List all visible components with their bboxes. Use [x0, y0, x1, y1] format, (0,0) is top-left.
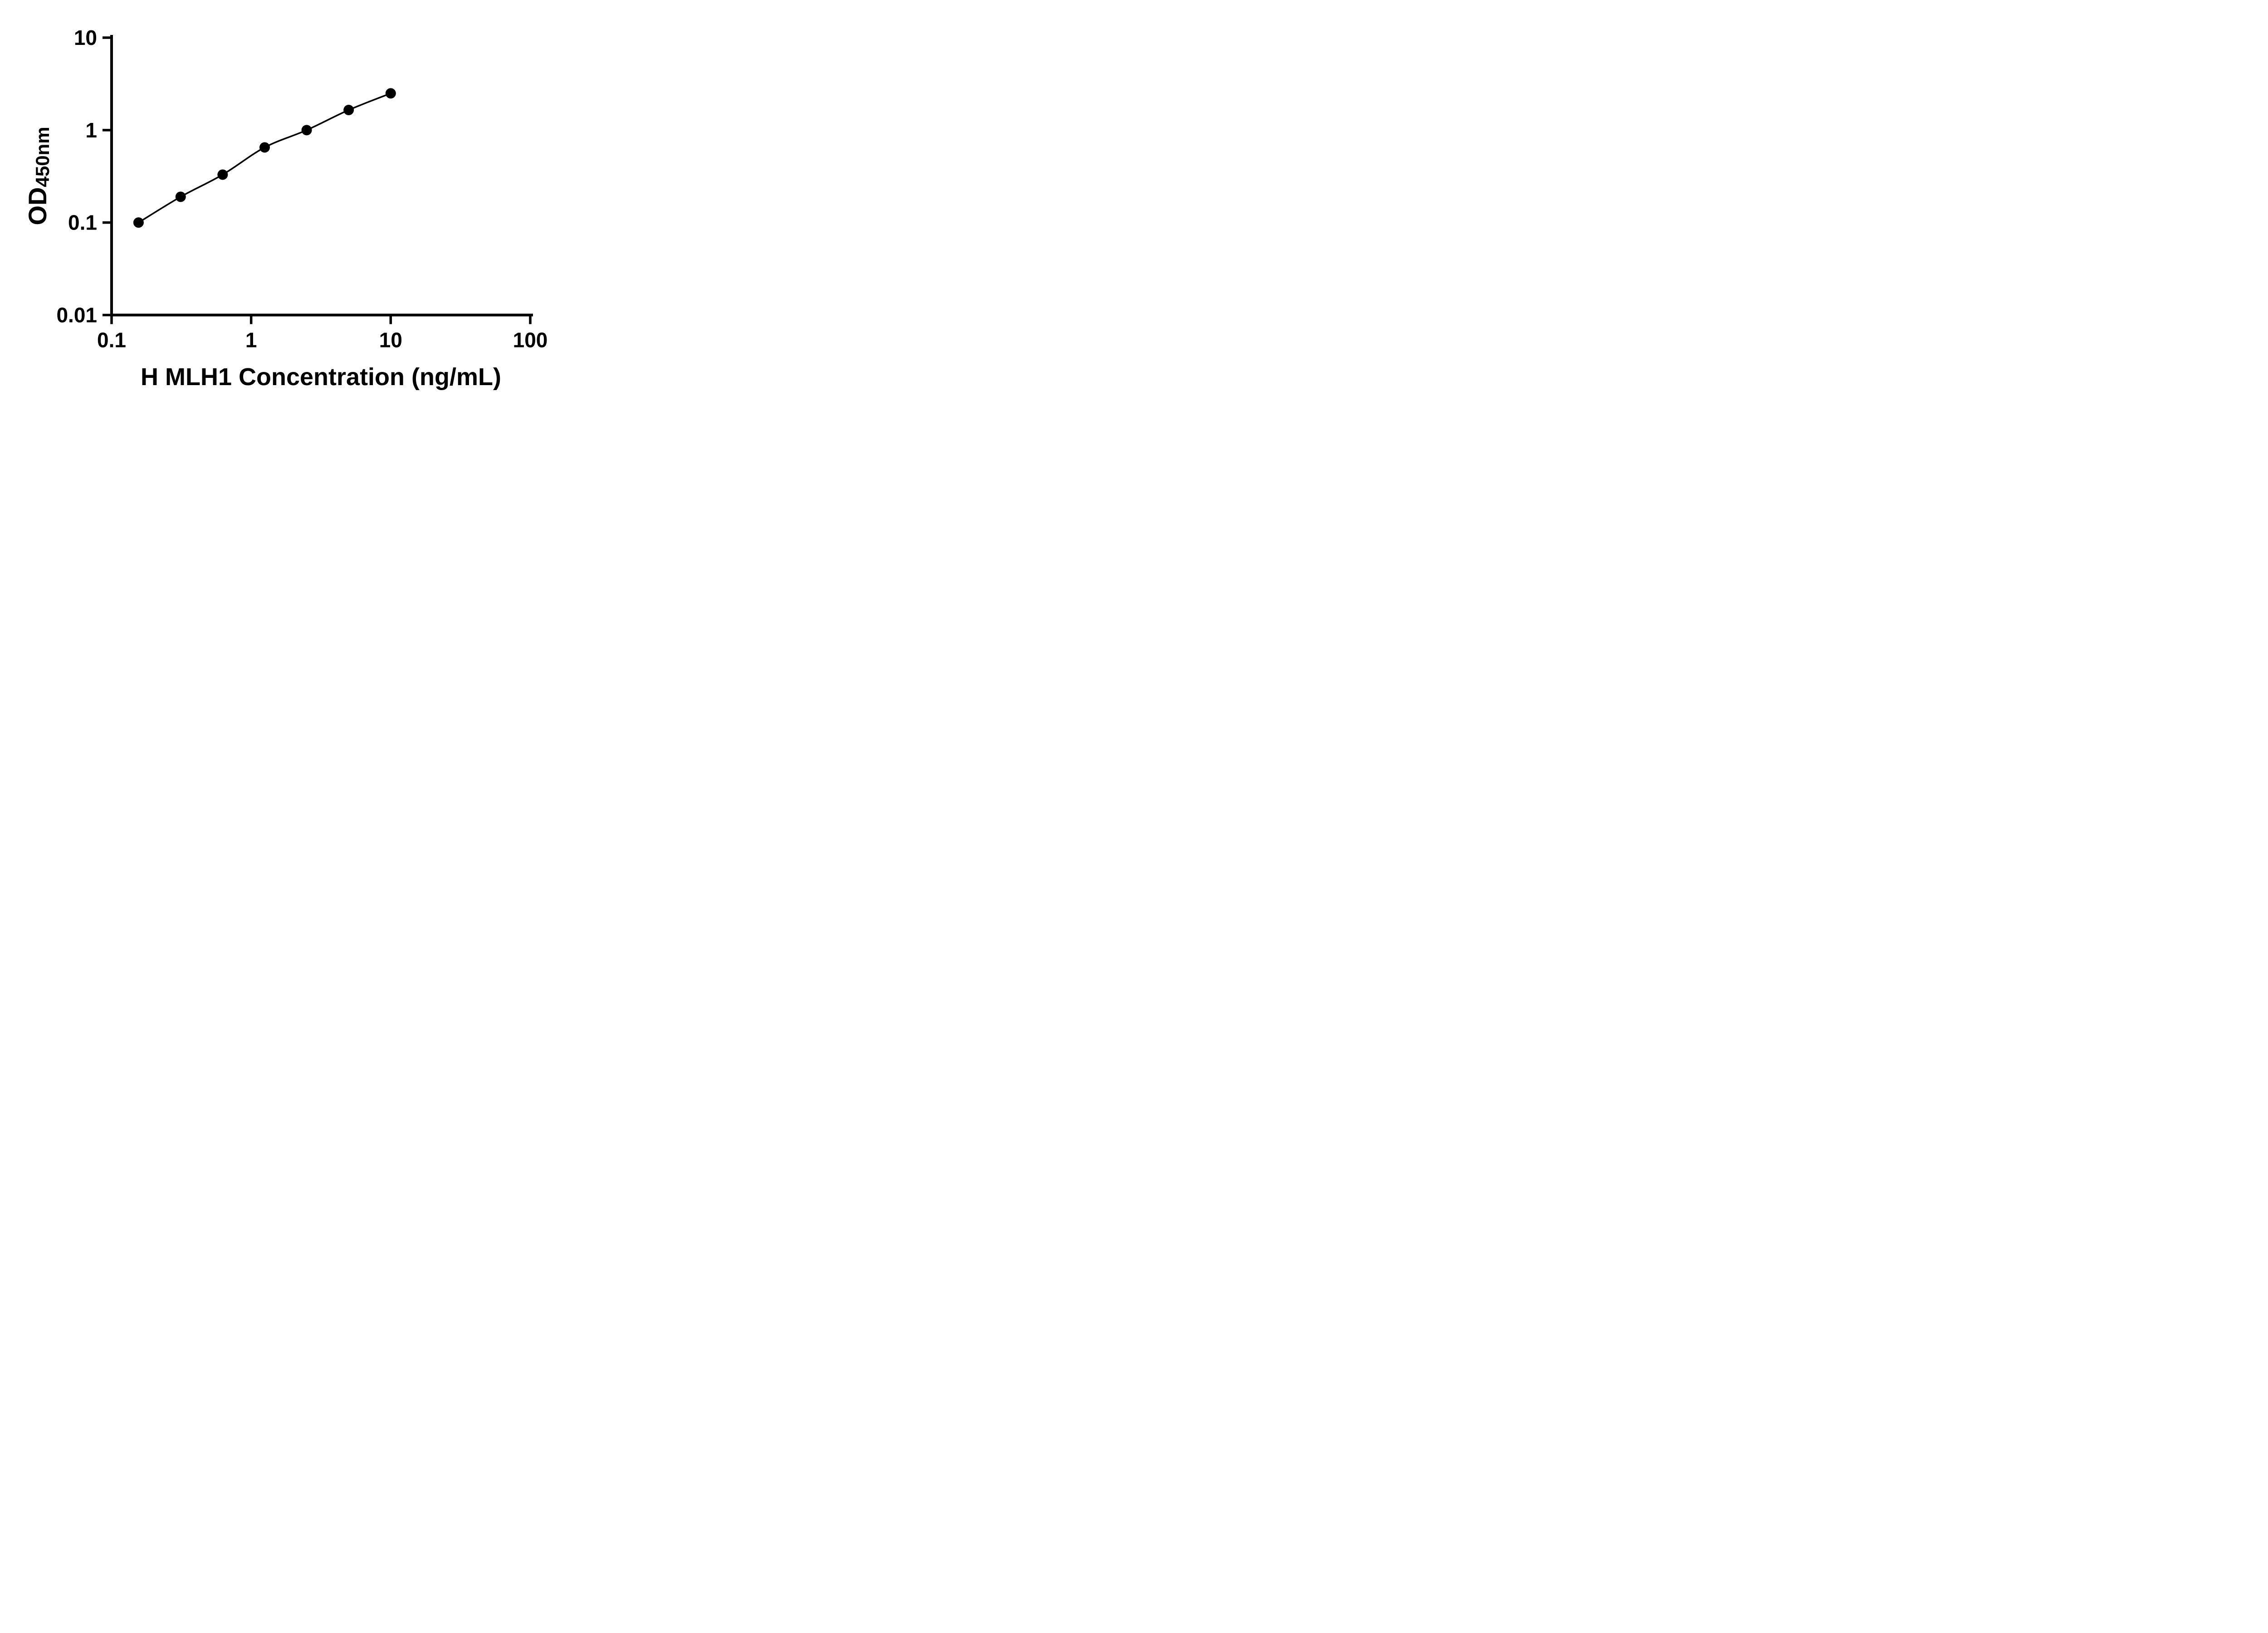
y-axis-title-base: OD	[23, 187, 52, 225]
y-tick-label: 1	[85, 118, 97, 142]
data-point	[133, 217, 144, 228]
y-tick-label: 0.1	[68, 211, 97, 235]
data-point	[343, 105, 354, 116]
x-axis-title: H MLH1 Concentration (ng/mL)	[141, 363, 501, 391]
data-point	[259, 142, 270, 153]
y-axis-title: OD450nm	[23, 127, 54, 225]
x-tick-label: 10	[379, 328, 402, 352]
elisa-standard-curve-figure: 0.1 1 10 100 10 1 0.1 0.01 OD450nm H MLH1 Conce…	[0, 0, 583, 408]
y-axis-title-subscript: 450nm	[32, 127, 53, 187]
y-tick-label: 0.01	[56, 303, 97, 327]
x-tick-label: 1	[245, 328, 257, 352]
x-tick-label: 0.1	[97, 328, 126, 352]
axis-lines	[110, 35, 533, 317]
data-point	[175, 191, 186, 202]
data-point	[385, 88, 396, 99]
data-point	[217, 169, 228, 180]
y-tick-label: 10	[74, 26, 97, 49]
x-tick-label: 100	[513, 328, 548, 352]
data-point	[301, 125, 312, 136]
